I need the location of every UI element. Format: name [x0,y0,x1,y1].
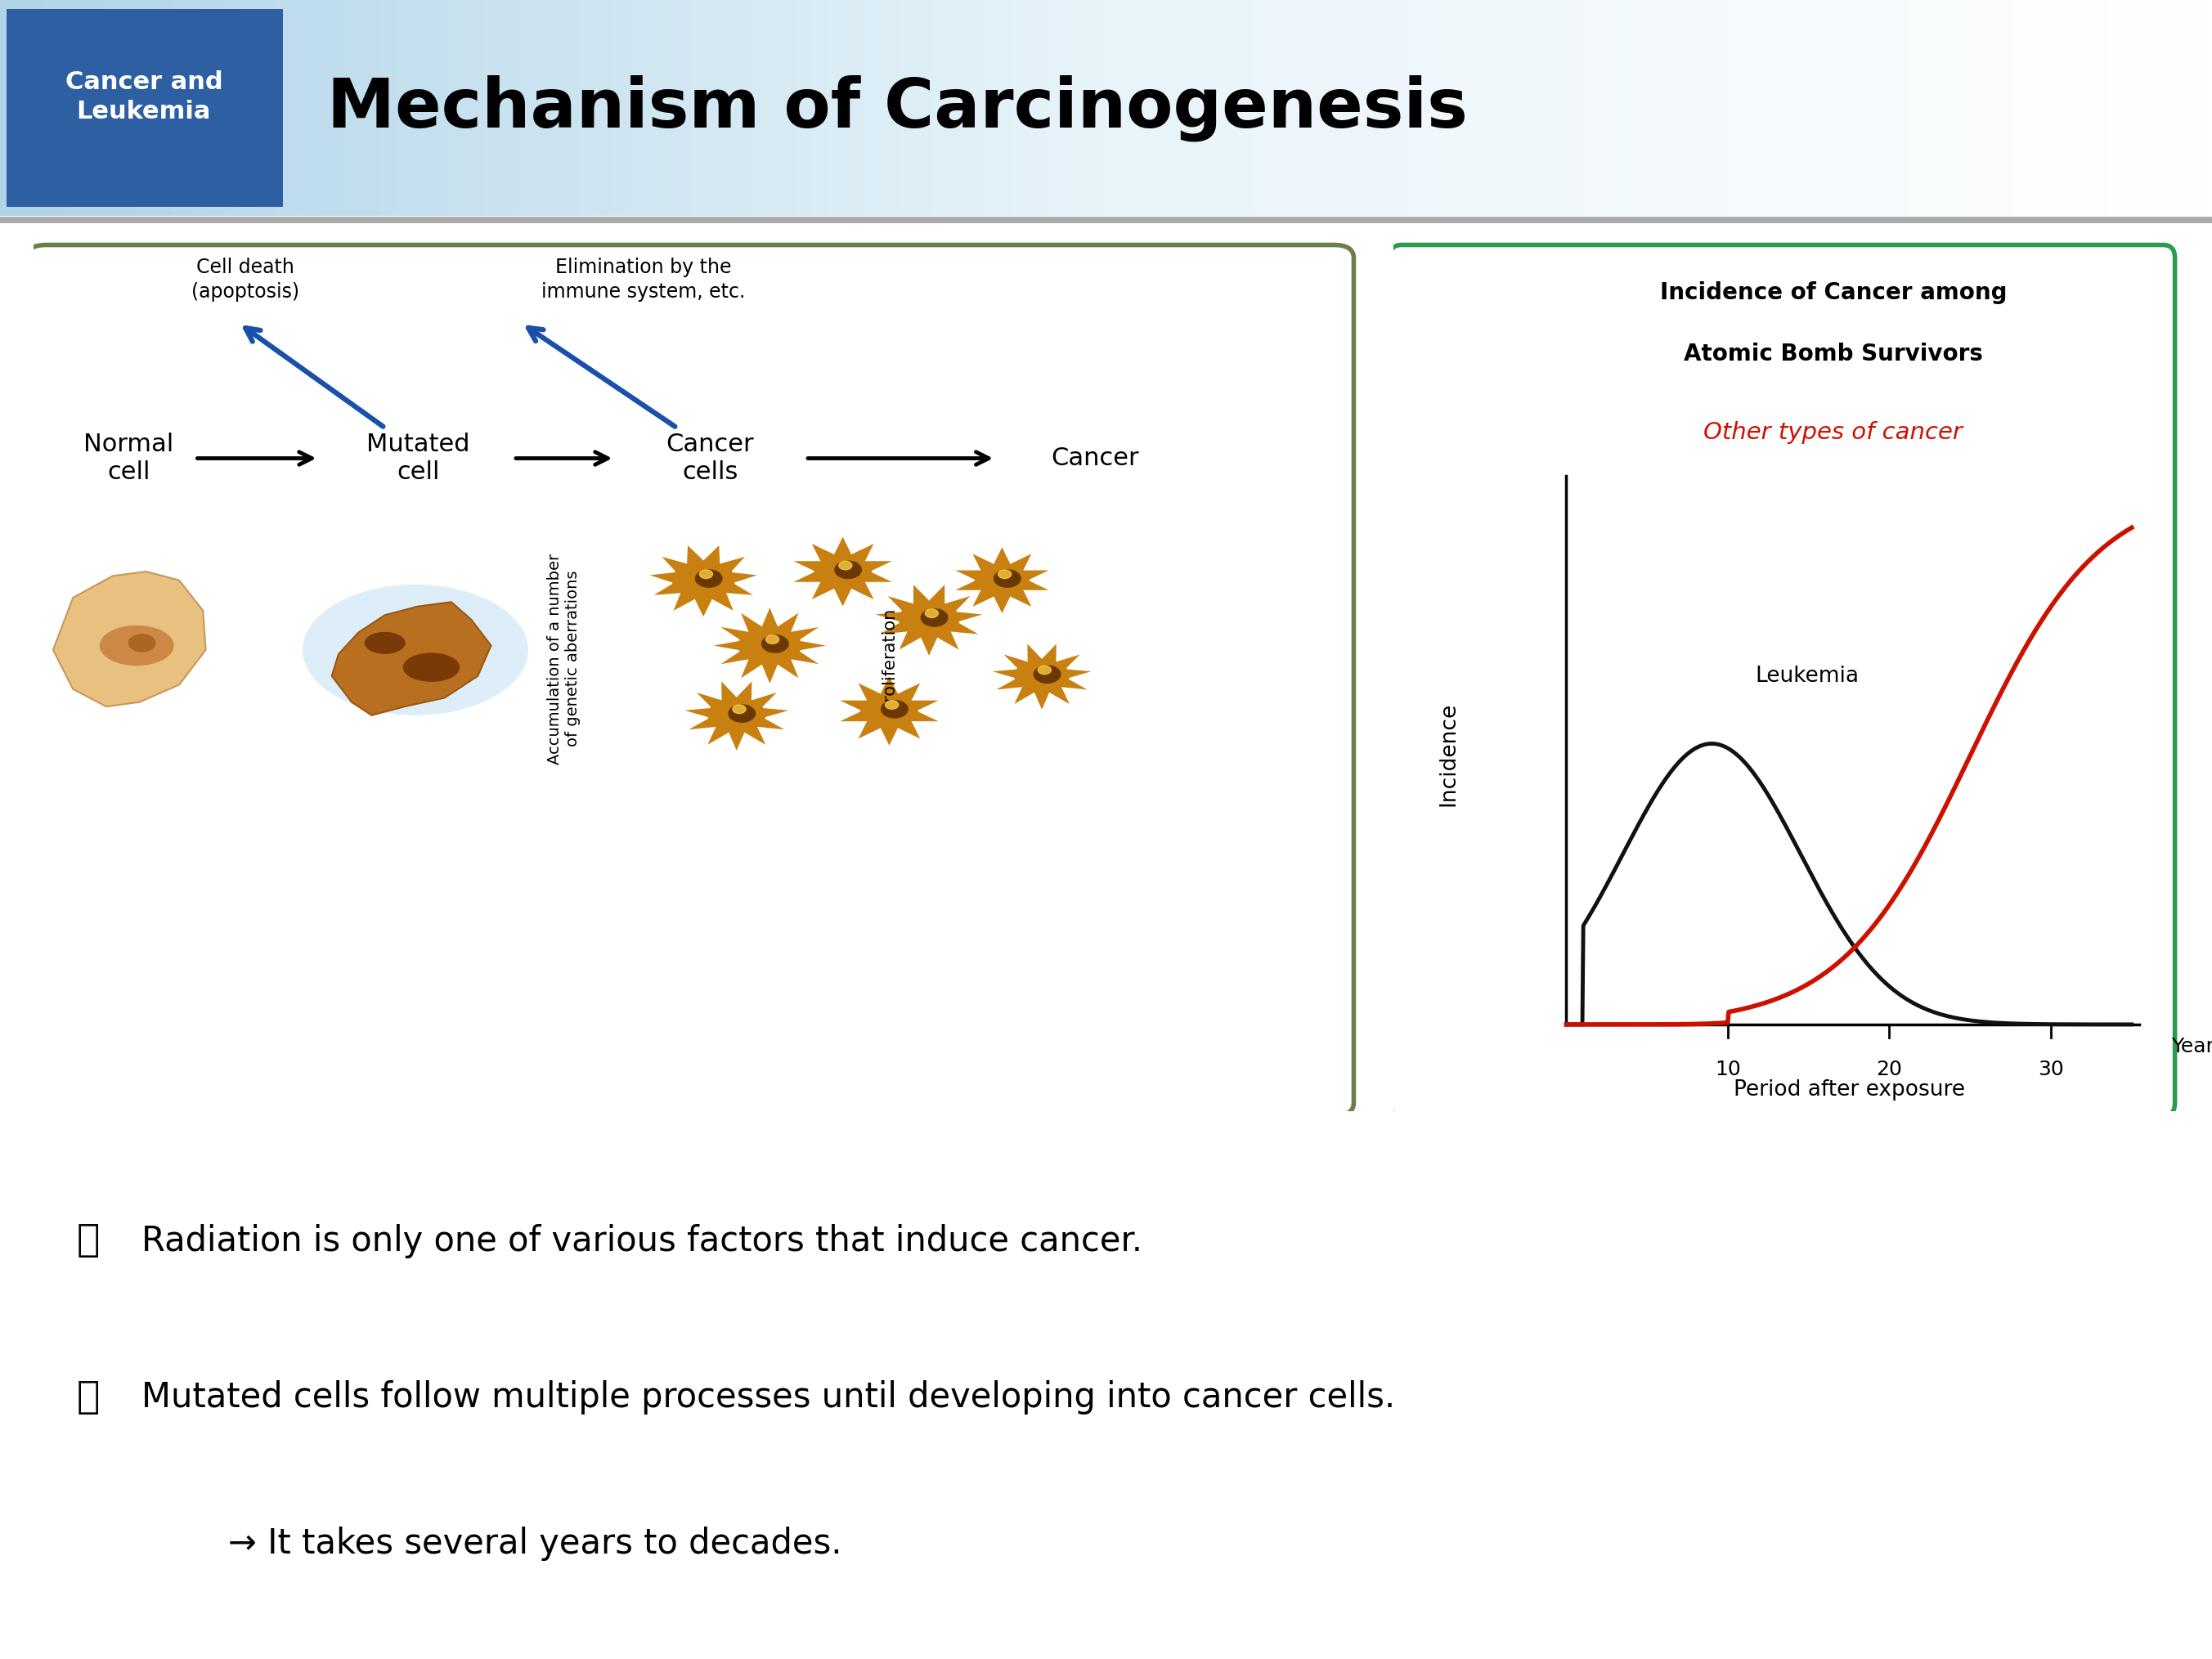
Ellipse shape [303,584,529,715]
Polygon shape [679,679,794,753]
FancyBboxPatch shape [1389,246,2174,1117]
Circle shape [834,561,860,579]
Polygon shape [836,674,942,748]
Text: Other types of cancer: Other types of cancer [1703,421,1962,443]
Text: 30: 30 [2037,1058,2064,1078]
Polygon shape [951,546,1053,615]
Text: Radiation is only one of various factors that induce cancer.: Radiation is only one of various factors… [142,1224,1141,1258]
Circle shape [728,705,754,722]
Polygon shape [872,582,987,657]
Ellipse shape [365,632,405,654]
Ellipse shape [403,654,460,682]
Text: Leukemia: Leukemia [1754,665,1858,687]
Text: Elimination by the
immune system, etc.: Elimination by the immune system, etc. [542,257,745,302]
Text: Mechanism of Carcinogenesis: Mechanism of Carcinogenesis [327,75,1469,141]
Circle shape [761,635,787,652]
Text: Year: Year [2170,1037,2212,1057]
Text: Cell death
(apoptosis): Cell death (apoptosis) [192,257,299,302]
Polygon shape [989,642,1095,712]
Circle shape [695,569,721,587]
Polygon shape [708,606,832,685]
Text: Mutated
cell: Mutated cell [367,433,469,484]
Circle shape [128,634,155,652]
Polygon shape [646,544,761,619]
Text: Mutated cells follow multiple processes until developing into cancer cells.: Mutated cells follow multiple processes … [142,1380,1396,1415]
Circle shape [1033,665,1060,684]
Text: ・: ・ [75,1223,100,1259]
Circle shape [1037,665,1051,674]
Text: Incidence: Incidence [1438,702,1460,806]
Text: 20: 20 [1876,1058,1902,1078]
FancyBboxPatch shape [7,8,283,207]
Polygon shape [790,534,896,609]
Circle shape [765,635,779,644]
FancyBboxPatch shape [27,246,1354,1117]
Text: Normal
cell: Normal cell [84,433,175,484]
Text: → It takes several years to decades.: → It takes several years to decades. [228,1526,843,1561]
Circle shape [998,569,1011,579]
Text: Proliferation: Proliferation [880,607,898,710]
Text: Incidence of Cancer among: Incidence of Cancer among [1659,282,2006,304]
Bar [0,216,2212,224]
Circle shape [732,705,745,713]
Text: Cancer and
Leukemia: Cancer and Leukemia [64,71,223,123]
Circle shape [699,569,712,579]
Polygon shape [53,571,206,707]
Text: Atomic Bomb Survivors: Atomic Bomb Survivors [1683,342,1982,365]
Circle shape [880,700,907,718]
Circle shape [885,700,898,708]
Polygon shape [332,602,491,715]
Circle shape [920,609,947,627]
Ellipse shape [100,625,173,665]
Text: Cancer
cells: Cancer cells [666,433,754,484]
Circle shape [925,609,938,617]
Text: 10: 10 [1714,1058,1741,1078]
Text: Period after exposure: Period after exposure [1734,1078,1964,1100]
Circle shape [993,569,1020,587]
Text: ・: ・ [75,1379,100,1417]
Text: Cancer: Cancer [1051,446,1139,469]
Circle shape [838,561,852,569]
Text: Accumulation of a number
of genetic aberrations: Accumulation of a number of genetic aber… [546,552,582,765]
